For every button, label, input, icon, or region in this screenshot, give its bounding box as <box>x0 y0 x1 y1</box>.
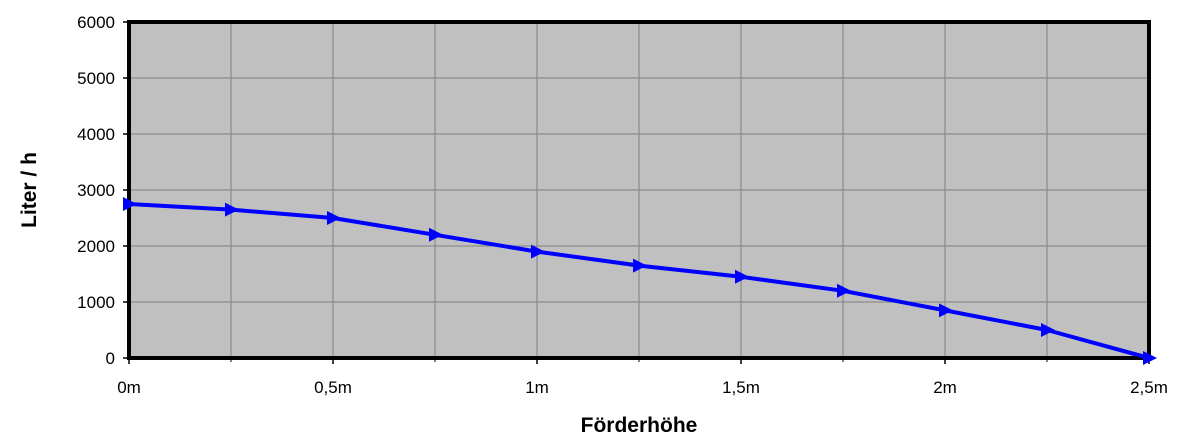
data-point-marker <box>633 258 647 273</box>
data-point-marker <box>429 227 443 242</box>
grid-lines <box>129 22 1149 358</box>
series-markers <box>123 197 1157 365</box>
data-point-marker <box>225 202 239 217</box>
y-tick-label: 1000 <box>77 293 115 312</box>
y-tick-label: 4000 <box>77 125 115 144</box>
x-axis-title: Förderhöhe <box>581 414 698 437</box>
y-axis-ticks: 0 1000 2000 3000 4000 5000 6000 <box>77 13 129 368</box>
data-point-marker <box>939 303 953 318</box>
data-point-marker <box>531 244 545 259</box>
x-axis-ticks: 0m 0,5m 1m 1,5m 2m 2,5m <box>117 358 1168 397</box>
data-point-marker <box>1143 351 1157 365</box>
y-tick-label: 2000 <box>77 237 115 256</box>
x-tick-label: 0,5m <box>314 378 352 397</box>
data-point-marker <box>735 269 749 284</box>
x-tick-label: 1m <box>525 378 549 397</box>
y-tick-label: 5000 <box>77 69 115 88</box>
data-point-marker <box>837 283 851 298</box>
data-point-marker <box>1041 323 1055 337</box>
x-tick-label: 2,5m <box>1130 378 1168 397</box>
y-axis-title: Liter / h <box>18 152 41 228</box>
x-tick-label: 2m <box>933 378 957 397</box>
y-tick-label: 3000 <box>77 181 115 200</box>
data-point-marker <box>123 197 137 211</box>
plot-border <box>127 20 1151 360</box>
x-tick-label: 0m <box>117 378 141 397</box>
y-tick-label: 0 <box>106 349 115 368</box>
x-tick-label: 1,5m <box>722 378 760 397</box>
y-tick-label: 6000 <box>77 13 115 32</box>
data-point-marker <box>327 211 341 225</box>
